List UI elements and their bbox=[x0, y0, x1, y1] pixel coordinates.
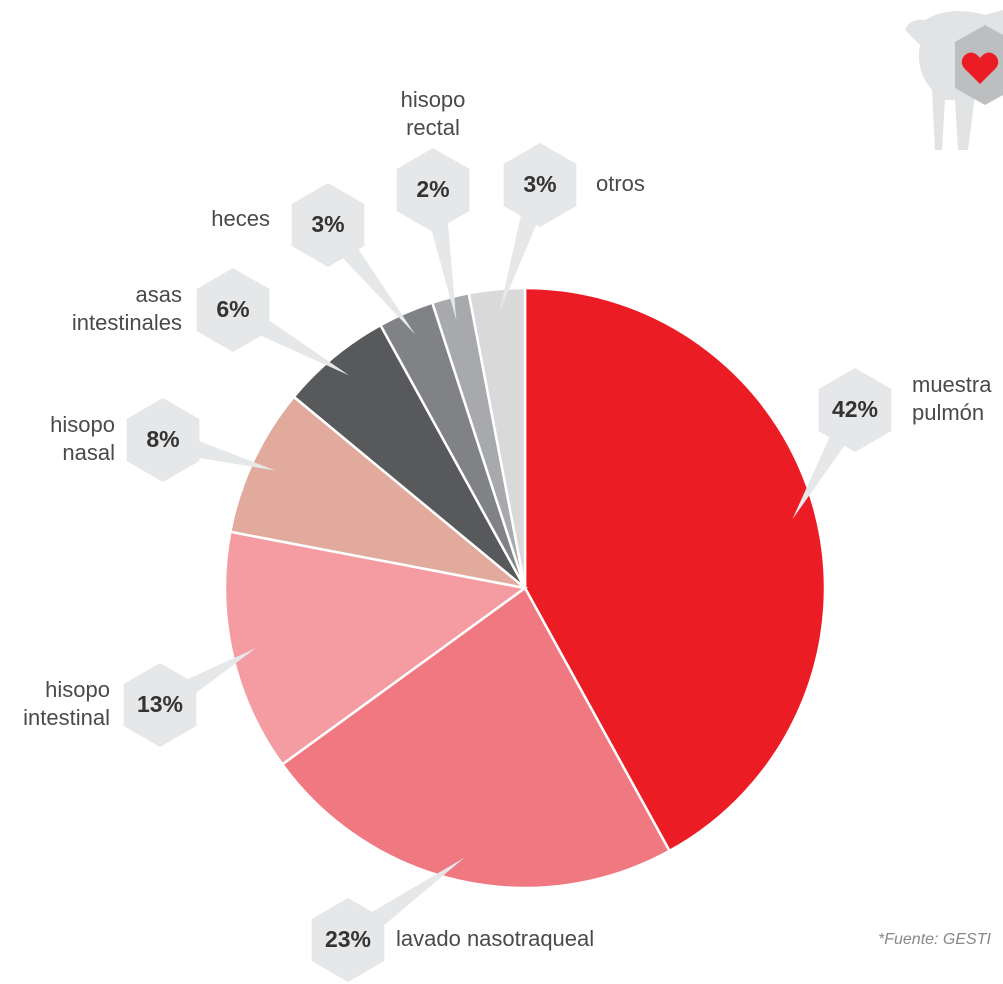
value-bubble: 6% bbox=[196, 268, 350, 376]
pie-slice bbox=[523, 286, 827, 853]
category-label: hisopo rectal bbox=[401, 87, 466, 140]
value-bubble: 3% bbox=[291, 183, 416, 335]
bubble-hexagon bbox=[311, 898, 385, 982]
category-label: hisopo nasal bbox=[50, 412, 115, 465]
bubble-hexagon bbox=[126, 398, 200, 482]
value-bubble: 42% bbox=[792, 368, 892, 520]
value-bubble: 2% bbox=[396, 148, 470, 321]
value-bubble: 8% bbox=[126, 398, 276, 482]
value-label: 3% bbox=[523, 171, 556, 197]
category-label: lavado nasotraqueal bbox=[396, 926, 594, 951]
bubble-hexagon bbox=[396, 148, 470, 232]
pie-slice bbox=[228, 395, 526, 590]
pie-slice bbox=[467, 286, 527, 589]
logo-icon bbox=[905, 10, 1003, 150]
category-label: heces bbox=[211, 206, 270, 231]
bubble-hexagon bbox=[196, 268, 270, 352]
value-label: 42% bbox=[832, 396, 878, 422]
value-label: 8% bbox=[146, 426, 179, 452]
value-bubble: 13% bbox=[123, 648, 256, 747]
value-bubble: 23% bbox=[311, 857, 465, 982]
bubble-hexagon bbox=[818, 368, 892, 452]
bubble-hexagon bbox=[503, 143, 577, 227]
category-label: asas intestinales bbox=[72, 282, 182, 335]
source-note: *Fuente: GESTI bbox=[878, 931, 991, 948]
bubble-hexagon bbox=[123, 663, 197, 747]
value-bubble: 3% bbox=[499, 143, 577, 314]
value-label: 3% bbox=[311, 211, 344, 237]
category-label: hisopo intestinal bbox=[23, 677, 110, 730]
value-label: 6% bbox=[216, 296, 249, 322]
value-label: 13% bbox=[137, 691, 183, 717]
bubble-hexagon bbox=[291, 183, 365, 267]
category-label: muestra pulmón bbox=[912, 372, 992, 425]
category-label: otros bbox=[596, 171, 645, 196]
value-label: 2% bbox=[416, 176, 449, 202]
pie-slice bbox=[280, 586, 672, 890]
pie-slice bbox=[223, 530, 529, 767]
value-label: 23% bbox=[325, 926, 371, 952]
